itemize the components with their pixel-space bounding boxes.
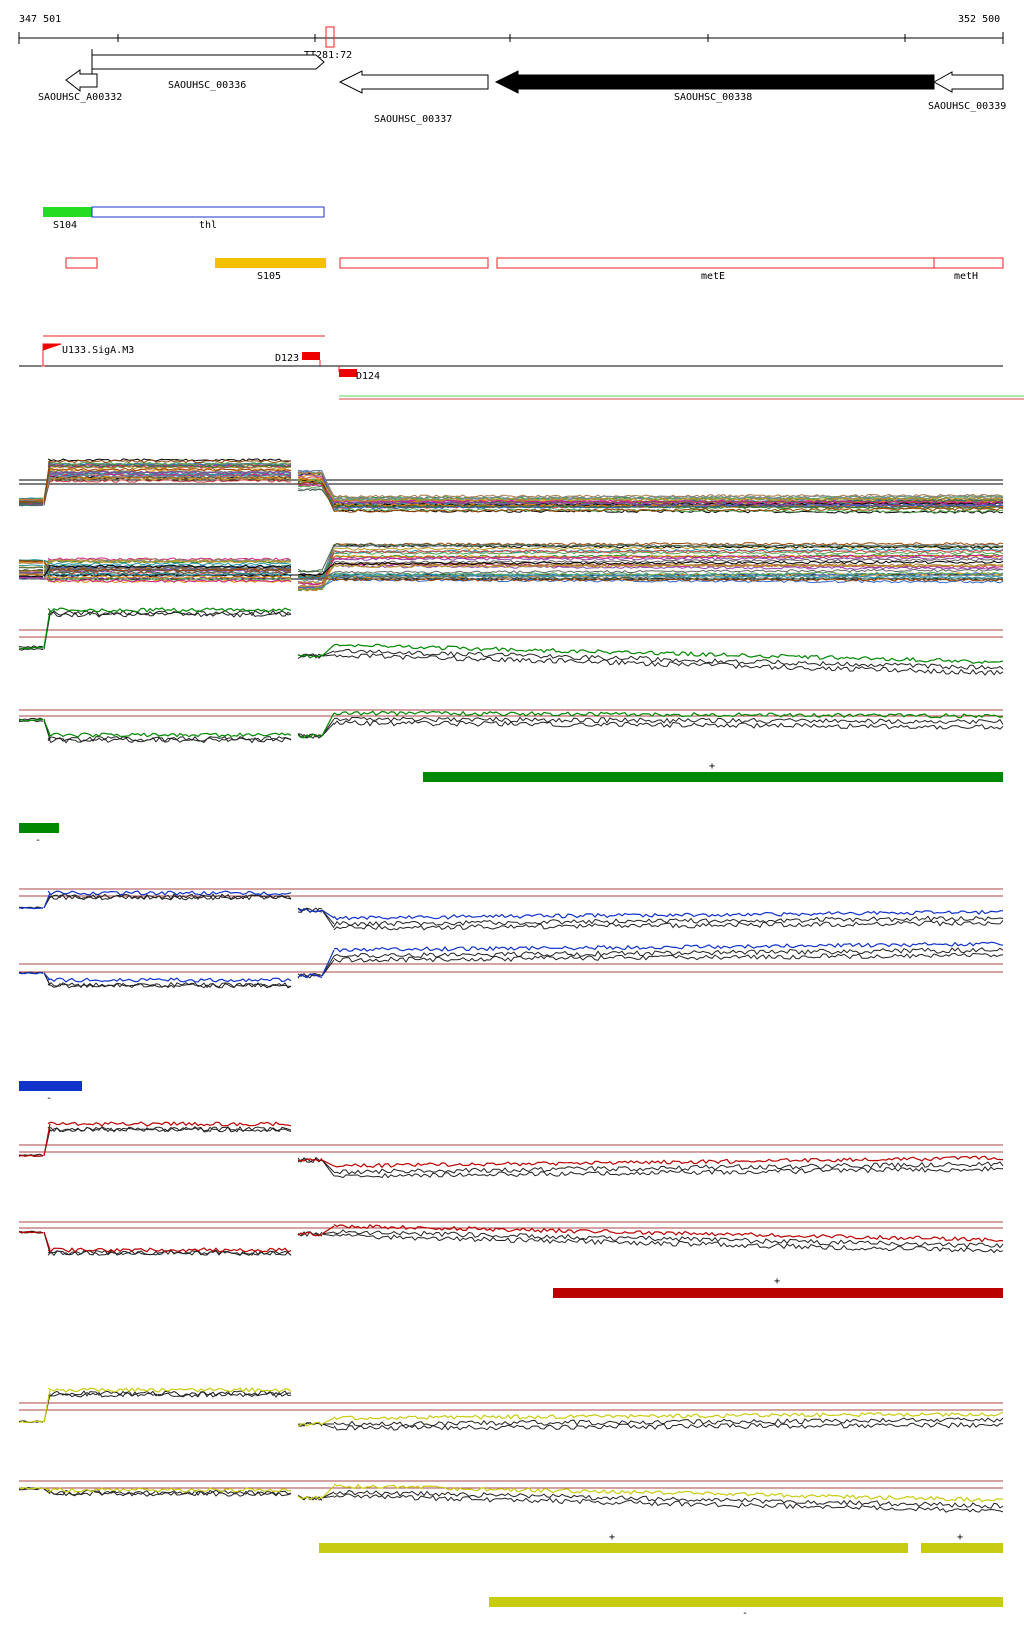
feature-S105[interactable]: [215, 258, 326, 268]
gene-label: SAOUHSC_A00332: [38, 92, 122, 103]
segment-label: -: [35, 835, 41, 846]
feature-label: S104: [53, 220, 77, 231]
gene-arrow-00339[interactable]: [932, 71, 1004, 93]
promoter-label: U133.SigA.M3: [62, 345, 134, 356]
promoter-label: D124: [356, 371, 380, 382]
gene-label: SAOUHSC_00336: [168, 80, 246, 91]
gene-label: SAOUHSC_00339: [928, 101, 1006, 112]
gene-arrow-00338[interactable]: [494, 70, 935, 94]
ruler-start-label: 347 501: [19, 14, 61, 25]
feature-track-plus: S104 thl: [43, 206, 325, 231]
segment-label: -: [742, 1608, 748, 1619]
ruler-end-label: 352 500: [958, 14, 1000, 25]
segment-bar-green-plus[interactable]: [423, 772, 1003, 782]
segment-label: +: [709, 761, 715, 772]
feature-label: metH: [954, 271, 978, 282]
segment-bar-green-minus[interactable]: [19, 823, 59, 833]
feature-box[interactable]: [65, 257, 98, 269]
feature-label: metE: [701, 271, 725, 282]
promoter-D123[interactable]: [302, 352, 320, 360]
promoter-label: D123: [275, 353, 299, 364]
ruler-marker[interactable]: [325, 26, 335, 48]
feature-S104[interactable]: [43, 207, 92, 217]
ruler-ticks: [18, 32, 1004, 44]
segment-bar-yellow-plus[interactable]: [319, 1543, 908, 1553]
feature-box[interactable]: [339, 257, 489, 269]
promoter-track: U133.SigA.M3 D123 D124: [19, 335, 1024, 400]
segment-bar-yellow-minus[interactable]: [489, 1597, 1003, 1607]
segment-bar-yellow-plus[interactable]: [921, 1543, 1003, 1553]
segment-label: -: [46, 1093, 52, 1104]
expression-panel-red: [18, 1121, 1004, 1257]
gene-arrow-00337[interactable]: [338, 70, 489, 94]
feature-label: S105: [257, 271, 281, 282]
gene-arrow-00336[interactable]: [91, 54, 325, 70]
gene-label: SAOUHSC_00338: [674, 92, 752, 103]
expression-panel-blue: [18, 888, 1004, 989]
expression-panel-green: [18, 607, 1004, 744]
ruler-marker-label: TT281:72: [304, 50, 352, 61]
feature-metE[interactable]: [496, 257, 935, 269]
multi-sample-expression-panel: [18, 458, 1004, 592]
segment-bar-red-plus[interactable]: [553, 1288, 1003, 1298]
segment-label: +: [609, 1532, 615, 1543]
segment-label: +: [957, 1532, 963, 1543]
feature-label: thl: [199, 220, 217, 231]
segment-bar-blue-minus[interactable]: [19, 1081, 82, 1091]
feature-track-minus: S105 metE metH: [65, 257, 1004, 282]
promoter-U133[interactable]: [42, 343, 62, 351]
coordinate-ruler: 347 501 352 500 TT281:72: [18, 14, 1004, 61]
expression-panel-yellow: [18, 1387, 1004, 1513]
segment-label: +: [774, 1276, 780, 1287]
gene-arrow-A00332[interactable]: [65, 69, 98, 93]
segment-bars: + - - + + + -: [19, 761, 1003, 1619]
gene-track: SAOUHSC_00336 SAOUHSC_A00332 SAOUHSC_003…: [38, 49, 1006, 125]
feature-thl[interactable]: [91, 206, 325, 218]
feature-metH[interactable]: [933, 257, 1004, 269]
gene-label: SAOUHSC_00337: [374, 114, 452, 125]
promoter-D124[interactable]: [339, 369, 357, 377]
